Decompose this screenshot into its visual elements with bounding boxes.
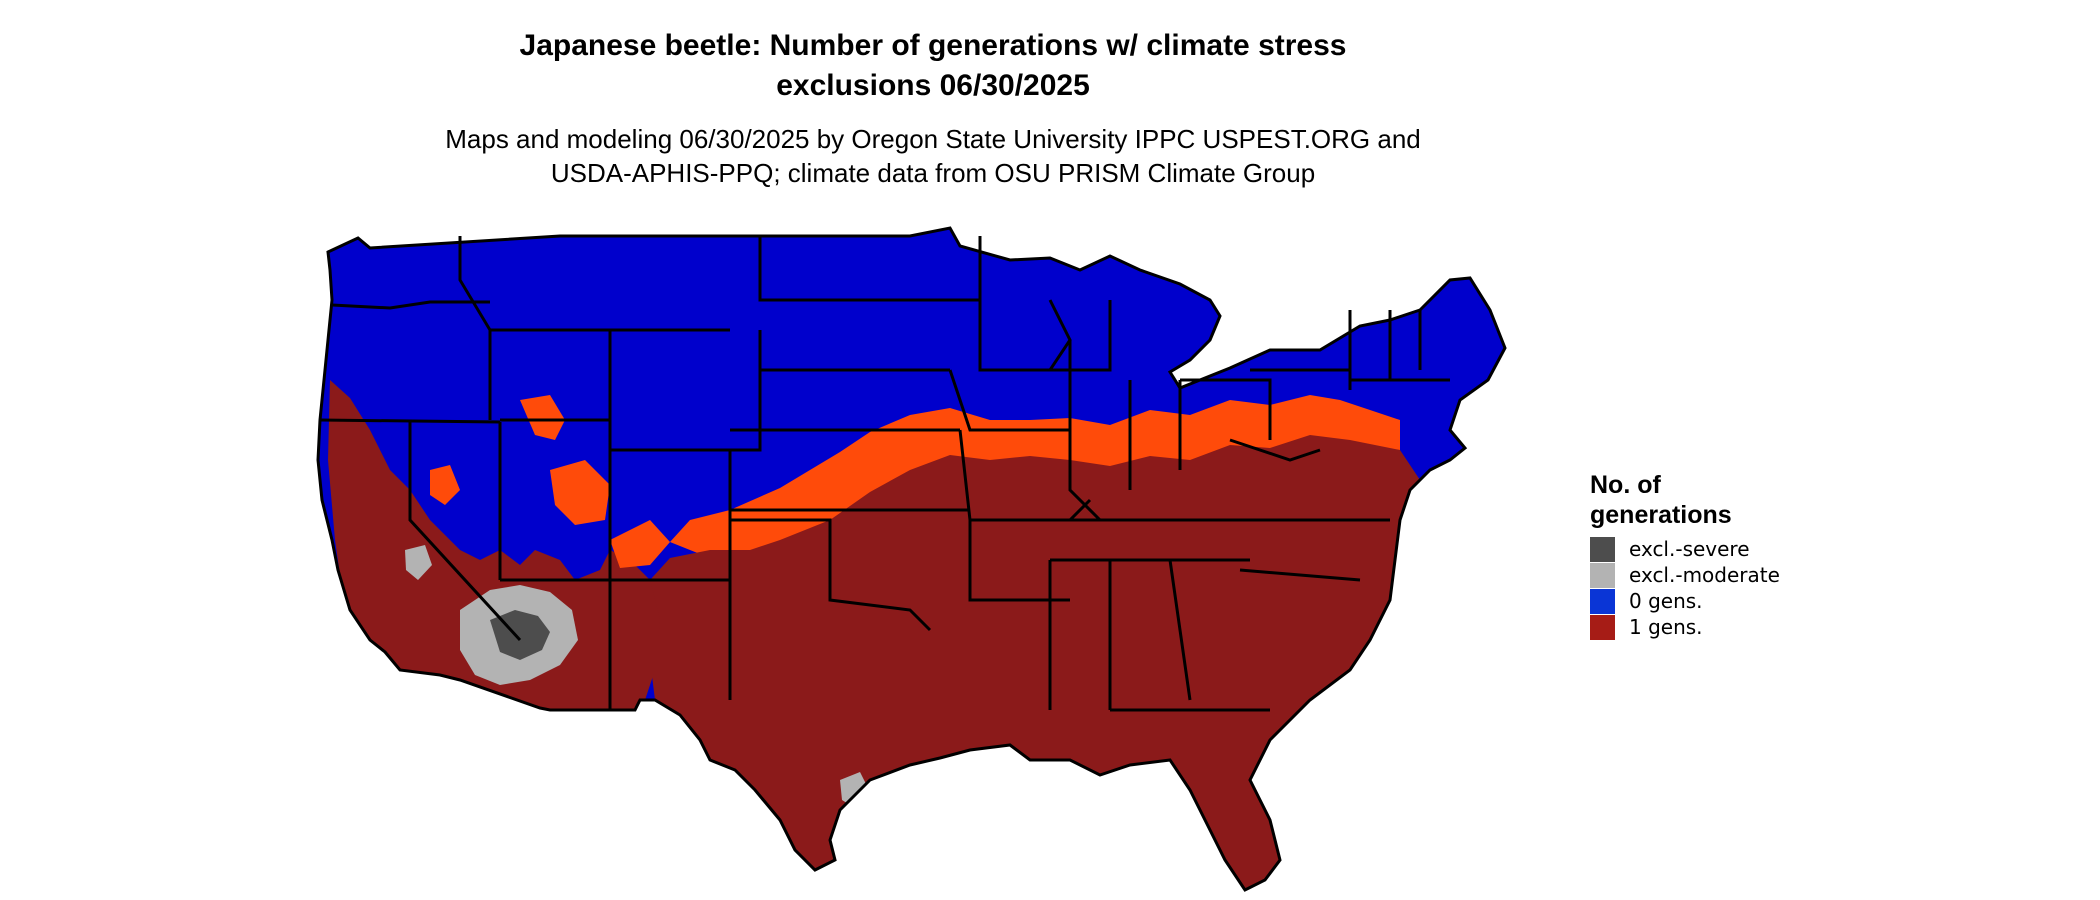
border-ok-tx	[730, 518, 932, 632]
legend-swatch	[1590, 588, 1615, 614]
map-subtitle: Maps and modeling 06/30/2025 by Oregon S…	[0, 122, 1866, 190]
border-nc-sc	[1239, 568, 1361, 582]
legend-item-one-gen: 1 gens.	[1590, 614, 1780, 640]
national-outline	[316, 226, 1507, 892]
transition-west-patch	[550, 460, 610, 525]
border-wv-va	[1229, 438, 1321, 462]
legend-item-excl-severe: excl.-severe	[1590, 536, 1780, 562]
border-in-oh	[1128, 380, 1182, 490]
legend: No. of generations excl.-severe excl.-mo…	[1590, 470, 1780, 640]
border-ia-mo	[948, 369, 1070, 432]
map-subtitle-line-2: USDA-APHIS-PPQ; climate data from OSU PR…	[550, 158, 1316, 188]
transition-west-patch	[610, 520, 670, 568]
legend-label: excl.-moderate	[1629, 563, 1780, 587]
legend-swatch	[1590, 536, 1615, 562]
legend-swatch	[1590, 562, 1615, 588]
legend-label: 0 gens.	[1629, 589, 1703, 613]
border-or-ca-nv	[319, 418, 501, 424]
map-title-line-1: Japanese beetle: Number of generations w…	[519, 29, 1347, 62]
border-wy	[608, 330, 762, 452]
transition-west-patch	[430, 465, 460, 505]
map-subtitle-line-1: Maps and modeling 06/30/2025 by Oregon S…	[445, 124, 1421, 154]
map-title: Japanese beetle: Number of generations w…	[0, 26, 1866, 106]
legend-label: 1 gens.	[1629, 615, 1703, 639]
border-ar-la	[968, 520, 1070, 602]
us-generations-map	[316, 226, 1507, 892]
border-nd-sd	[758, 236, 980, 302]
border-id	[458, 236, 492, 420]
border-mo-ar	[958, 429, 1092, 522]
map-title-line-2: exclusions 06/30/2025	[776, 69, 1090, 102]
border-new-england	[1348, 310, 1450, 390]
legend-title-line-1: No. of	[1590, 471, 1661, 499]
border-wa-or	[331, 300, 490, 310]
legend-item-zero-gens: 0 gens.	[1590, 588, 1780, 614]
legend-item-excl-moderate: excl.-moderate	[1590, 562, 1780, 588]
state-borders	[316, 226, 1507, 892]
border-ca-nv	[408, 422, 522, 642]
border-ms-al-ga	[1048, 559, 1192, 710]
legend-swatch	[1590, 614, 1615, 640]
border-ut-co	[500, 418, 612, 580]
border-il-in	[1068, 340, 1102, 522]
excl-moderate-region-california	[405, 545, 432, 580]
border-az-nm	[500, 578, 730, 710]
legend-title-line-2: generations	[1590, 501, 1732, 529]
transition-west-patch	[520, 395, 565, 440]
border-oh-pa	[1180, 378, 1272, 440]
legend-label: excl.-severe	[1629, 537, 1750, 561]
legend-title: No. of generations	[1590, 470, 1780, 530]
